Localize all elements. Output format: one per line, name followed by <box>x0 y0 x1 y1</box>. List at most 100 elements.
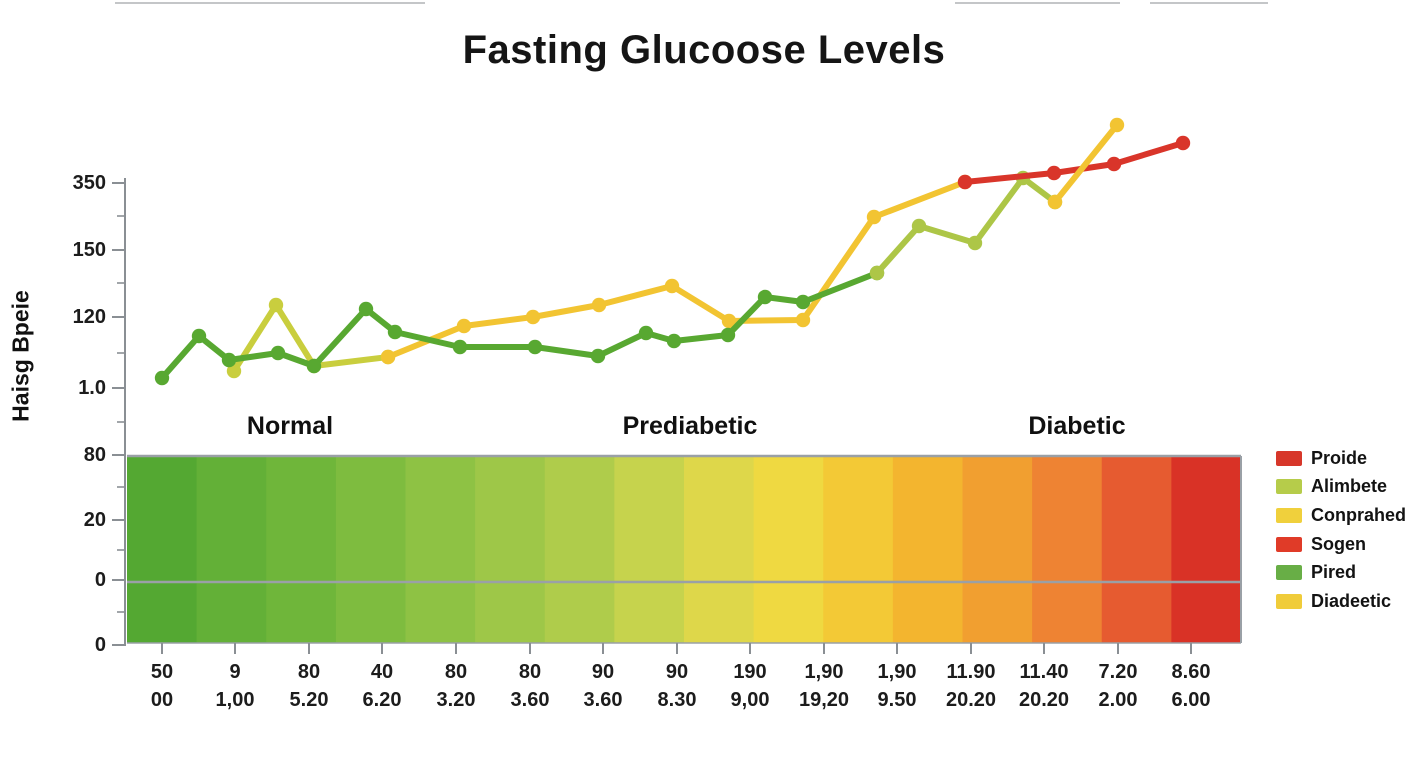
legend-item: Pired <box>1276 562 1357 583</box>
x-tick-label-row1: 50 <box>150 661 174 683</box>
data-point-olive <box>869 265 885 281</box>
data-point-red <box>1046 165 1062 181</box>
data-point-yellowgreen-left <box>226 363 242 379</box>
x-tick-label-row1: 11.40 <box>1019 661 1069 683</box>
data-point-yellow-tail <box>1047 194 1063 210</box>
y-axis-title: Haisg Bpeie <box>7 290 34 422</box>
x-tick-label-row2: 19,20 <box>798 689 850 711</box>
band-segment <box>1032 456 1103 643</box>
y-tick-label: 20 <box>83 509 106 531</box>
x-tick-label-row1: 190 <box>733 661 767 683</box>
x-tick-label-row2: 3.60 <box>510 689 550 711</box>
legend-label: Alimbete <box>1311 476 1388 497</box>
x-tick-label-row2: 2.00 <box>1098 689 1138 711</box>
legend-item: Proide <box>1276 447 1368 468</box>
legend-swatch <box>1276 479 1302 495</box>
band-segment <box>544 456 615 643</box>
data-point-green <box>270 345 286 361</box>
data-point-green <box>306 358 322 374</box>
data-point-green <box>590 348 606 364</box>
zone-label-prediabetic: Prediabetic <box>622 412 758 440</box>
band-segment <box>823 456 894 643</box>
band-segment <box>962 456 1033 643</box>
zone-label-normal: Normal <box>246 412 334 440</box>
data-point-green <box>221 352 237 368</box>
data-point-green <box>638 325 654 341</box>
data-point-yellow-main <box>591 297 607 313</box>
y-tick-label: 120 <box>72 306 106 328</box>
legend-label: Proide <box>1311 447 1368 468</box>
series-line-green <box>159 270 880 381</box>
band-segment <box>127 456 198 643</box>
series-line-olive <box>874 175 1058 276</box>
x-tick-label-row1: 7.20 <box>1098 661 1138 683</box>
x-tick-label-row1: 9 <box>229 661 241 683</box>
x-tick-label-row2: 3.20 <box>436 689 476 711</box>
legend-label: Conprahed <box>1311 504 1407 525</box>
legend-swatch <box>1276 594 1302 609</box>
x-tick-label-row1: 8.60 <box>1171 661 1211 683</box>
band-segment <box>266 456 337 643</box>
x-tick-label-row1: 11.90 <box>946 661 996 683</box>
y-tick-label: 0 <box>94 569 106 591</box>
data-point-yellow-main <box>721 313 737 329</box>
x-tick-label-row2: 20.20 <box>945 689 997 711</box>
band-segment <box>1171 456 1242 643</box>
data-point-green <box>757 289 773 305</box>
x-tick-label-row2: 8.30 <box>657 689 697 711</box>
data-point-green <box>154 370 170 386</box>
data-point-yellow-main <box>664 278 680 294</box>
data-point-yellowgreen-left <box>268 297 284 313</box>
series-line-yellowgreen-left <box>231 302 391 374</box>
data-point-green <box>527 339 543 355</box>
x-tick-label-row2: 3.60 <box>583 689 623 711</box>
data-point-yellow-main <box>866 209 882 225</box>
zone-label-diabetic: Diabetic <box>1028 412 1126 440</box>
band-segment <box>405 456 476 643</box>
legend-item: Conprahed <box>1276 504 1407 525</box>
data-point-yellow-tail <box>1109 117 1125 133</box>
x-tick-label-row1: 1,90 <box>877 661 917 683</box>
data-point-red <box>957 174 973 190</box>
x-tick-label-row2: 6.20 <box>362 689 402 711</box>
x-tick-label-row1: 80 <box>518 661 542 683</box>
legend-swatch <box>1276 450 1302 466</box>
data-point-green <box>452 339 468 355</box>
data-point-yellow-main <box>525 309 541 325</box>
data-point-green <box>191 328 207 344</box>
legend-swatch <box>1276 565 1302 581</box>
data-point-yellow-main <box>380 349 396 365</box>
data-point-yellow-main <box>795 312 811 328</box>
data-point-green <box>666 333 682 349</box>
x-tick-label-row2: 00 <box>150 689 174 711</box>
x-tick-label-row2: 6.00 <box>1171 689 1211 711</box>
x-tick-label-row1: 80 <box>297 661 321 683</box>
data-point-olive <box>967 235 983 251</box>
x-tick-label-row1: 90 <box>591 661 615 683</box>
x-tick-label-row1: 80 <box>444 661 468 683</box>
band-segment <box>335 456 407 643</box>
y-tick-label: 0 <box>94 634 106 656</box>
legend-item: Sogen <box>1276 534 1366 554</box>
chart-title: Fasting Glucoose Levels <box>462 28 946 72</box>
data-point-green <box>795 294 811 310</box>
band-segment <box>475 456 546 643</box>
band-segment <box>753 456 824 643</box>
y-tick-label: 80 <box>83 444 106 466</box>
x-tick-label-row2: 5.20 <box>289 689 329 711</box>
series-line-yellow-tail <box>1052 122 1120 205</box>
legend-label: Pired <box>1311 562 1357 583</box>
legend-label: Diadeetic <box>1311 591 1392 611</box>
y-tick-label: 1.0 <box>78 377 106 399</box>
x-tick-label-row2: 1,00 <box>215 689 255 711</box>
x-tick-label-row1: 40 <box>370 661 394 683</box>
x-tick-label-row1: 1,90 <box>804 661 844 683</box>
band-segment <box>892 456 964 643</box>
band-segment <box>1101 456 1172 643</box>
legend-item: Diadeetic <box>1276 591 1392 611</box>
x-tick-label-row2: 20.20 <box>1018 689 1070 711</box>
y-tick-label: 150 <box>72 239 106 261</box>
legend-swatch <box>1276 536 1302 552</box>
